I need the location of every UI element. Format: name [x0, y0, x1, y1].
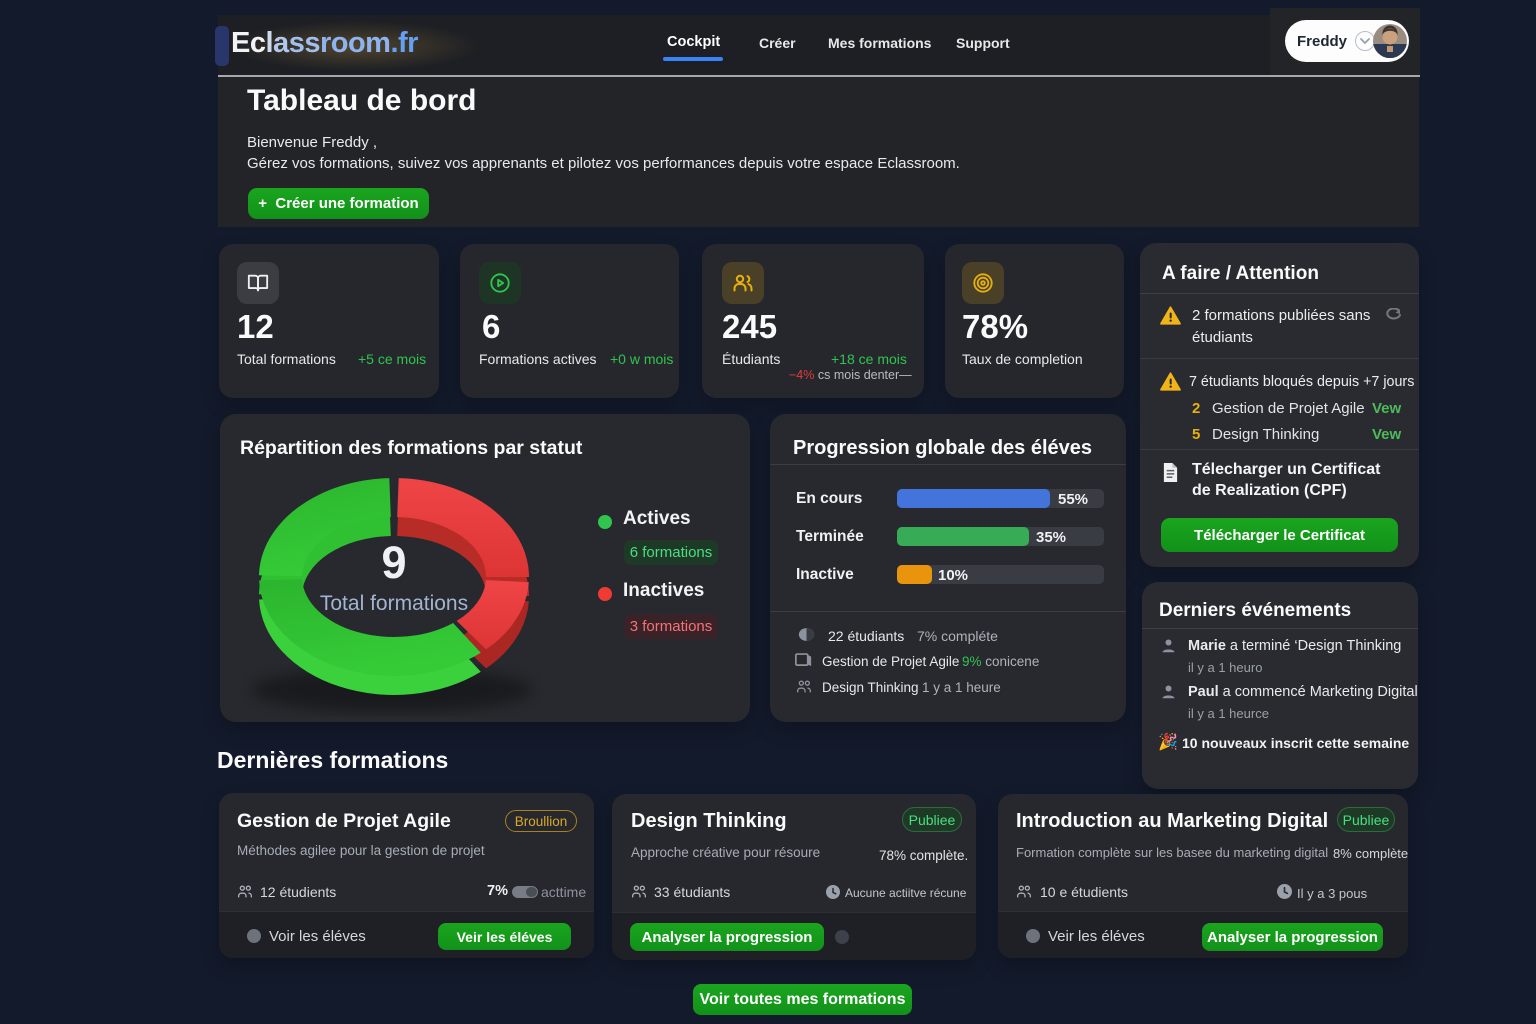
svg-text:9: 9	[381, 537, 406, 588]
svg-text:Total formations: Total formations	[320, 592, 468, 615]
